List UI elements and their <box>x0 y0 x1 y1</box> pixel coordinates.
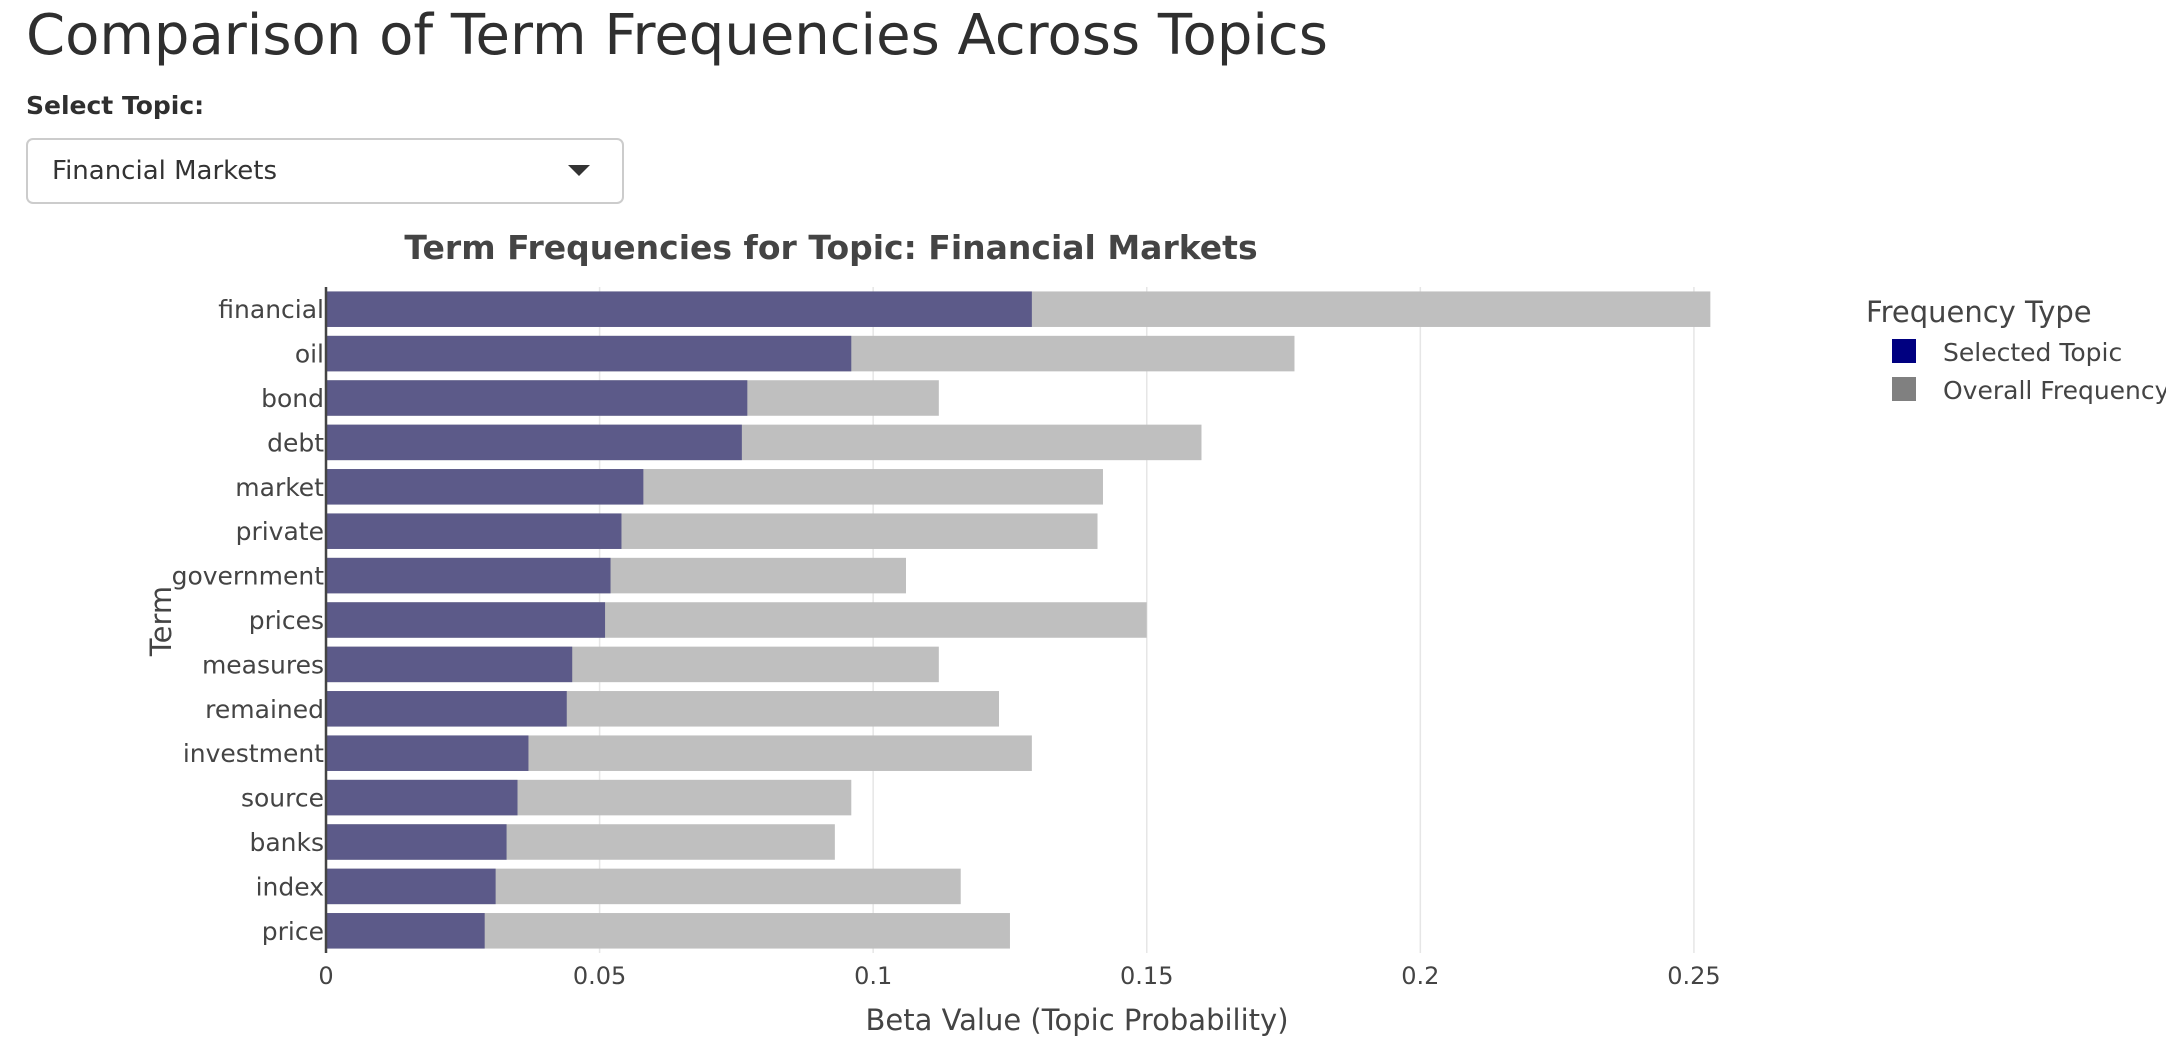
y-tick-label: debt <box>267 428 324 457</box>
y-tick-label: index <box>256 872 324 901</box>
y-tick-label: private <box>236 517 324 546</box>
x-tick-label: 0 <box>318 962 333 990</box>
y-tick-label: government <box>172 562 325 591</box>
y-tick-label: investment <box>183 739 324 768</box>
x-tick-label: 0.25 <box>1667 962 1720 990</box>
axes: 0 0.05 0.1 0.15 0.2 0.25 financial oil bond debt m… <box>172 287 1721 990</box>
chevron-down-icon <box>568 165 590 176</box>
bar-selected-topic-government <box>326 557 611 594</box>
legend-swatch <box>1892 339 1916 363</box>
page-title: Comparison of Term Frequencies Across To… <box>26 3 1328 68</box>
topic-select-value: Financial Markets <box>52 156 278 186</box>
y-tick-label: market <box>235 473 324 502</box>
bar-selected-topic-source <box>326 779 518 816</box>
topic-select[interactable]: Financial Markets <box>26 138 624 204</box>
bar-selected-topic-index <box>326 868 496 905</box>
y-tick-label: measures <box>202 650 324 679</box>
bar-selected-topic-debt <box>326 424 742 461</box>
bar-selected-topic-market <box>326 469 644 505</box>
y-tick-label: banks <box>249 828 324 857</box>
y-tick-label: source <box>241 784 324 813</box>
bar-selected-topic-financial <box>326 291 1032 327</box>
legend: Frequency Type Selected Topic Overall Fre… <box>1866 295 2166 405</box>
legend-swatch <box>1892 377 1916 401</box>
legend-title: Frequency Type <box>1866 295 2092 329</box>
y-tick-label: prices <box>249 606 324 635</box>
y-axis-title: Term <box>144 586 178 657</box>
y-tick-label: bond <box>261 384 324 413</box>
x-tick-label: 0.15 <box>1120 962 1173 990</box>
bar-selected-topic-prices <box>326 602 606 638</box>
bar-selected-topic-bond <box>326 380 748 416</box>
bars <box>326 291 1711 949</box>
y-tick-label: oil <box>295 340 324 369</box>
bar-selected-topic-price <box>326 913 485 949</box>
x-axis-title: Beta Value (Topic Probability) <box>865 1003 1288 1037</box>
x-tick-label: 0.1 <box>854 962 892 990</box>
x-tick-label: 0.2 <box>1401 962 1439 990</box>
y-tick-label: financial <box>218 295 324 324</box>
x-tick-label: 0.05 <box>573 962 626 990</box>
chart-title: Term Frequencies for Topic: Financial Ma… <box>404 228 1257 267</box>
bar-selected-topic-investment <box>326 735 529 771</box>
legend-item-label: Selected Topic <box>1943 338 2122 367</box>
y-tick-label: remained <box>205 695 324 724</box>
bar-selected-topic-oil <box>326 335 852 372</box>
bar-selected-topic-banks <box>326 824 507 860</box>
legend-item-label: Overall Frequency <box>1943 376 2166 405</box>
bar-selected-topic-private <box>326 513 622 549</box>
topic-select-label: Select Topic: <box>26 91 205 120</box>
bar-selected-topic-measures <box>326 646 573 683</box>
y-tick-label: price <box>262 917 324 946</box>
bar-selected-topic-remained <box>326 691 567 727</box>
